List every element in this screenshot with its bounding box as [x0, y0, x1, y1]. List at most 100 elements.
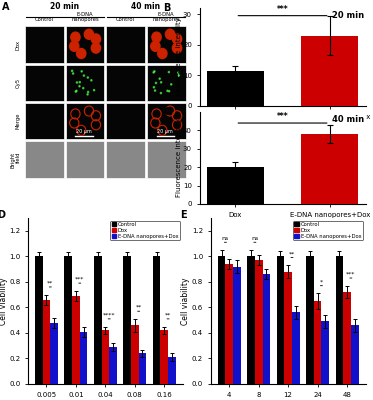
Text: E-DNA
nanopores: E-DNA nanopores	[71, 12, 99, 22]
Bar	[225, 264, 233, 384]
Circle shape	[166, 29, 175, 39]
Text: Control: Control	[35, 17, 54, 22]
Text: **: **	[289, 251, 295, 256]
Circle shape	[91, 34, 101, 44]
FancyBboxPatch shape	[106, 103, 145, 139]
FancyBboxPatch shape	[147, 26, 186, 63]
Circle shape	[75, 91, 76, 92]
Bar	[343, 292, 351, 384]
Circle shape	[154, 90, 156, 91]
Text: ****: ****	[103, 313, 116, 318]
Circle shape	[87, 94, 88, 95]
Text: Bright
field: Bright field	[10, 152, 21, 168]
Text: Control: Control	[116, 17, 135, 22]
Bar	[160, 330, 168, 384]
Circle shape	[76, 90, 77, 92]
Text: Cy5: Cy5	[16, 78, 21, 88]
Text: A: A	[2, 2, 9, 12]
Circle shape	[153, 87, 154, 88]
Bar	[233, 266, 241, 384]
Text: **: **	[47, 281, 53, 286]
Y-axis label: Cell viability: Cell viability	[0, 277, 8, 325]
FancyBboxPatch shape	[25, 26, 64, 63]
Y-axis label: Cell viability: Cell viability	[182, 277, 191, 325]
Text: 20 μm: 20 μm	[157, 129, 173, 134]
Circle shape	[88, 91, 89, 93]
Bar	[43, 300, 50, 384]
Text: B: B	[163, 3, 170, 13]
Circle shape	[153, 72, 154, 73]
Circle shape	[79, 82, 80, 83]
FancyBboxPatch shape	[66, 103, 104, 139]
Circle shape	[84, 29, 94, 39]
Bar	[255, 260, 263, 384]
Text: ***: ***	[346, 272, 355, 277]
Bar	[207, 71, 264, 106]
Circle shape	[168, 72, 169, 73]
Circle shape	[83, 88, 84, 89]
Bar	[284, 272, 292, 384]
Text: C: C	[163, 107, 170, 118]
Circle shape	[73, 73, 74, 74]
Circle shape	[76, 82, 78, 83]
Bar	[301, 36, 358, 106]
Bar	[306, 256, 314, 384]
FancyBboxPatch shape	[106, 65, 145, 101]
FancyBboxPatch shape	[66, 65, 104, 101]
Bar	[109, 347, 117, 384]
Circle shape	[169, 90, 170, 92]
Circle shape	[76, 48, 86, 58]
Bar	[123, 256, 131, 384]
FancyBboxPatch shape	[106, 26, 145, 63]
Bar	[336, 256, 343, 384]
Text: ns: ns	[251, 236, 258, 241]
Circle shape	[178, 72, 179, 73]
FancyBboxPatch shape	[147, 141, 186, 178]
Circle shape	[172, 34, 182, 44]
Bar	[301, 134, 358, 204]
Bar	[94, 256, 101, 384]
FancyBboxPatch shape	[25, 65, 64, 101]
Bar	[263, 274, 270, 384]
Bar	[207, 167, 264, 204]
Text: 20 min: 20 min	[332, 11, 364, 20]
Text: 20 μm: 20 μm	[76, 129, 92, 134]
Text: ***: ***	[277, 5, 288, 14]
Circle shape	[91, 80, 92, 81]
Bar	[277, 256, 284, 384]
Bar	[131, 325, 139, 384]
Y-axis label: Fluorescence intensity: Fluorescence intensity	[176, 118, 182, 198]
Circle shape	[94, 90, 95, 91]
Circle shape	[158, 48, 167, 58]
Legend: Control, Dox, E-DNA nanopores+Dox: Control, Dox, E-DNA nanopores+Dox	[293, 221, 363, 240]
Circle shape	[178, 74, 179, 76]
Circle shape	[178, 75, 179, 76]
Text: ns: ns	[222, 236, 229, 241]
Bar	[50, 323, 58, 384]
Bar	[314, 301, 322, 384]
Text: ***: ***	[277, 112, 288, 122]
Text: D: D	[0, 210, 5, 220]
FancyBboxPatch shape	[147, 103, 186, 139]
Circle shape	[72, 70, 73, 72]
Text: E: E	[180, 210, 186, 220]
FancyBboxPatch shape	[66, 26, 104, 63]
Text: **: **	[135, 305, 142, 310]
Circle shape	[159, 78, 160, 79]
Circle shape	[156, 82, 157, 84]
Bar	[72, 296, 80, 384]
Circle shape	[71, 32, 80, 42]
Bar	[218, 256, 225, 384]
Text: ***: ***	[75, 277, 84, 282]
Circle shape	[160, 92, 162, 94]
Circle shape	[160, 82, 162, 83]
Circle shape	[70, 41, 79, 51]
Circle shape	[81, 71, 82, 72]
Circle shape	[79, 86, 80, 87]
Text: *: *	[320, 280, 323, 284]
Bar	[247, 256, 255, 384]
Bar	[351, 325, 358, 384]
Legend: Control, Dox, E-DNA nanopores+Dox: Control, Dox, E-DNA nanopores+Dox	[110, 221, 180, 240]
Bar	[101, 330, 109, 384]
Text: **: **	[165, 313, 171, 318]
